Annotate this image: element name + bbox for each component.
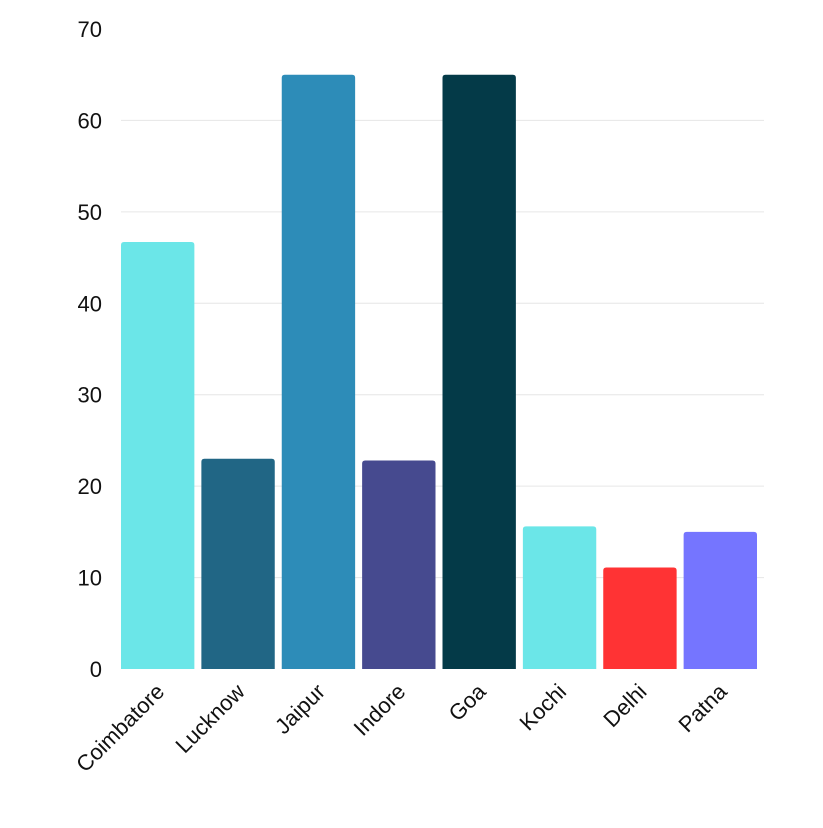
y-tick-label: 40 (78, 291, 102, 316)
x-tick-label: Indore (349, 679, 411, 741)
y-tick-label: 10 (78, 566, 102, 591)
y-tick-label: 50 (78, 200, 102, 225)
bar-lucknow (201, 458, 275, 669)
y-tick-label: 60 (78, 108, 102, 133)
x-tick-label: Kochi (514, 679, 571, 736)
bar-jaipur (281, 74, 356, 669)
y-tick-label: 30 (78, 383, 102, 408)
bar-delhi (603, 567, 677, 669)
bar-indore (362, 460, 436, 669)
y-axis-ticks: 0 10 20 30 40 50 60 70 (78, 17, 102, 682)
y-tick-label: 0 (90, 657, 102, 682)
x-tick-label: Jaipur (270, 679, 330, 739)
x-tick-label: Patna (674, 678, 733, 737)
x-tick-label: Coimbatore (71, 679, 169, 777)
x-tick-label: Delhi (598, 679, 651, 732)
x-axis-ticks: Coimbatore Lucknow Jaipur Indore Goa Kochi Del… (71, 678, 732, 777)
y-tick-label: 70 (78, 17, 102, 42)
bar-patna (683, 531, 757, 669)
bars (121, 74, 757, 669)
x-tick-label: Lucknow (171, 679, 250, 758)
x-tick-label: Goa (444, 678, 492, 726)
bar-kochi (522, 526, 597, 669)
bar-goa (442, 74, 516, 669)
y-tick-label: 20 (78, 474, 102, 499)
bar-coimbatore (121, 242, 195, 669)
